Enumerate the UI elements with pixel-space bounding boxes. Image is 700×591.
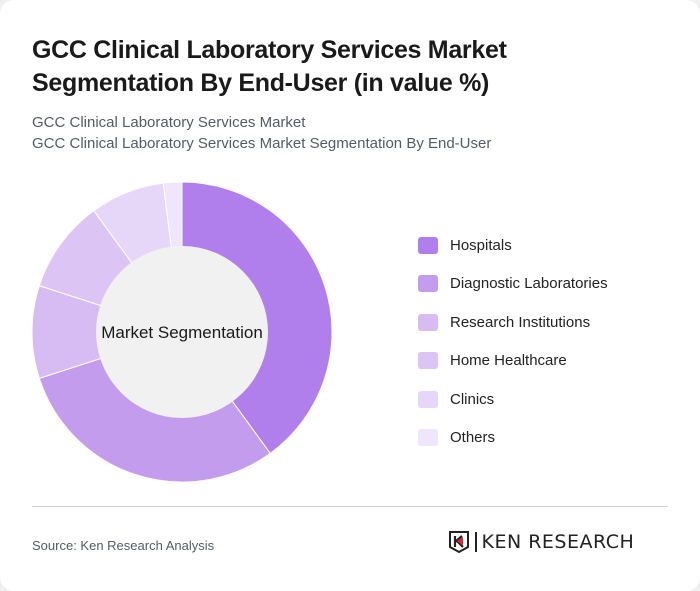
legend-item[interactable]: Research Institutions [418, 303, 608, 342]
logo-divider [475, 532, 477, 552]
source-note: Source: Ken Research Analysis [32, 538, 215, 553]
ken-research-logo: KEN RESEARCH [448, 530, 634, 554]
legend-item[interactable]: Diagnostic Laboratories [418, 265, 608, 304]
donut-hole [96, 246, 268, 418]
divider [32, 506, 668, 507]
legend-label: Home Healthcare [450, 352, 567, 370]
legend-item[interactable]: Others [418, 419, 608, 458]
legend-item[interactable]: Home Healthcare [418, 342, 608, 381]
logo-text: KEN RESEARCH [481, 531, 635, 553]
chart-title: GCC Clinical Laboratory Services Market … [32, 36, 507, 97]
legend-swatch [418, 275, 438, 293]
legend-swatch [418, 313, 438, 331]
legend-swatch [418, 236, 438, 254]
legend: Hospitals Diagnostic Laboratories Research… [418, 226, 608, 457]
legend-item[interactable]: Hospitals [418, 226, 608, 265]
center-label: Market Segmentation [101, 323, 263, 342]
subtitle-segmentation: GCC Clinical Laboratory Services Market … [32, 135, 492, 152]
legend-label: Diagnostic Laboratories [450, 275, 608, 293]
legend-label: Research Institutions [450, 313, 591, 331]
legend-label: Clinics [450, 390, 495, 408]
legend-item[interactable]: Clinics [418, 380, 608, 419]
legend-swatch [418, 352, 438, 370]
ken-logo-icon [449, 531, 469, 554]
legend-label: Hospitals [450, 236, 512, 254]
subtitle-market: GCC Clinical Laboratory Services Market [32, 114, 306, 131]
legend-swatch [418, 390, 438, 408]
legend-swatch [418, 429, 438, 447]
legend-label: Others [450, 429, 496, 447]
donut-chart: Market Segmentation [31, 181, 333, 483]
